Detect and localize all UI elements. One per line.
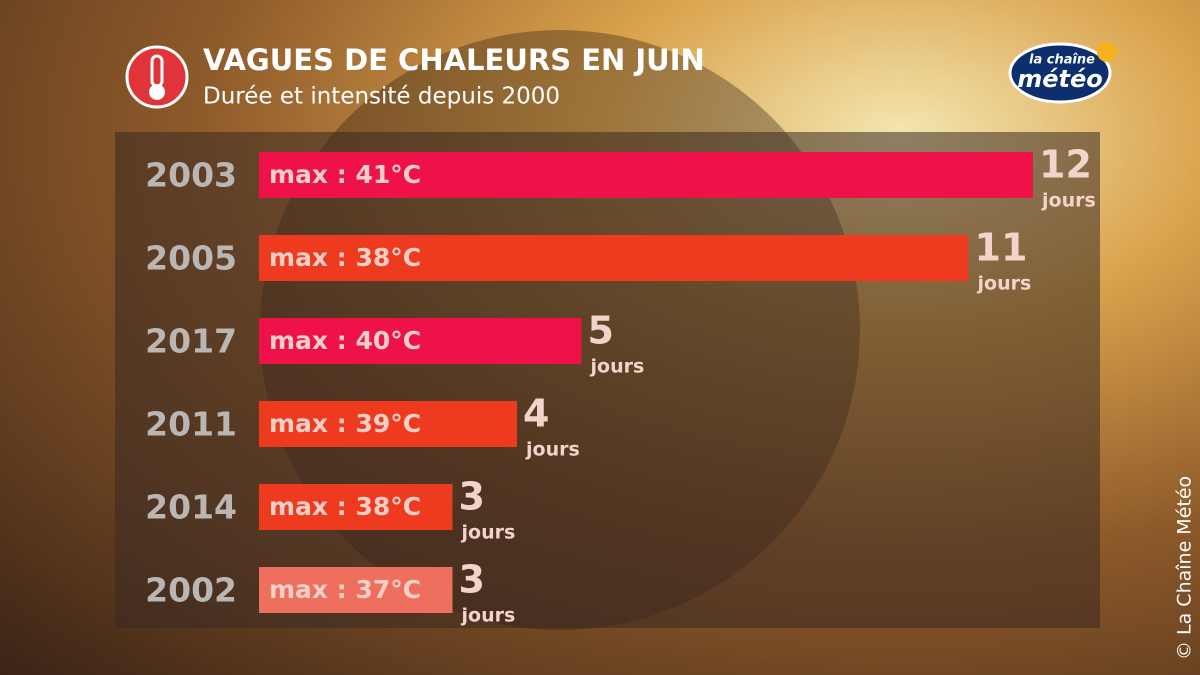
credit: © La Chaîne Météo bbox=[1174, 476, 1196, 660]
category-label: 2011 bbox=[145, 405, 237, 444]
unit-label: jours bbox=[590, 356, 645, 378]
bar bbox=[259, 401, 517, 447]
logo-bottom: météo bbox=[1017, 65, 1103, 93]
unit-label: jours bbox=[1041, 190, 1096, 212]
chart-title: VAGUES DE CHALEURS EN JUIN bbox=[203, 43, 705, 77]
bar-label: max : 38°C bbox=[269, 243, 421, 272]
bar bbox=[259, 567, 453, 613]
logo-top: la chaîne bbox=[1029, 53, 1095, 68]
value-label: 4 bbox=[523, 392, 549, 436]
category-label: 2003 bbox=[145, 156, 237, 195]
value-label: 11 bbox=[975, 226, 1028, 270]
chart-subtitle: Durée et intensité depuis 2000 bbox=[203, 84, 560, 110]
bar-label: max : 39°C bbox=[269, 409, 421, 438]
category-label: 2014 bbox=[145, 488, 237, 527]
bar bbox=[259, 318, 582, 364]
value-label: 12 bbox=[1039, 143, 1092, 187]
logo: la chaîne météo bbox=[1008, 42, 1117, 104]
bar bbox=[259, 484, 453, 530]
bar-label: max : 40°C bbox=[269, 326, 421, 355]
unit-label: jours bbox=[525, 439, 580, 461]
bar-label: max : 41°C bbox=[269, 160, 421, 189]
category-label: 2017 bbox=[145, 322, 237, 361]
unit-label: jours bbox=[977, 273, 1032, 295]
unit-label: jours bbox=[461, 522, 516, 544]
value-label: 5 bbox=[588, 309, 614, 353]
value-label: 3 bbox=[459, 475, 485, 519]
bar-label: max : 38°C bbox=[269, 492, 421, 521]
unit-label: jours bbox=[461, 605, 516, 627]
panel bbox=[115, 132, 1100, 628]
bar-label: max : 37°C bbox=[269, 575, 421, 604]
category-label: 2005 bbox=[145, 239, 237, 278]
value-label: 3 bbox=[459, 558, 485, 602]
bar bbox=[259, 152, 1033, 198]
category-label: 2002 bbox=[145, 571, 237, 610]
thermometer-icon bbox=[125, 45, 189, 109]
bar bbox=[259, 235, 969, 281]
